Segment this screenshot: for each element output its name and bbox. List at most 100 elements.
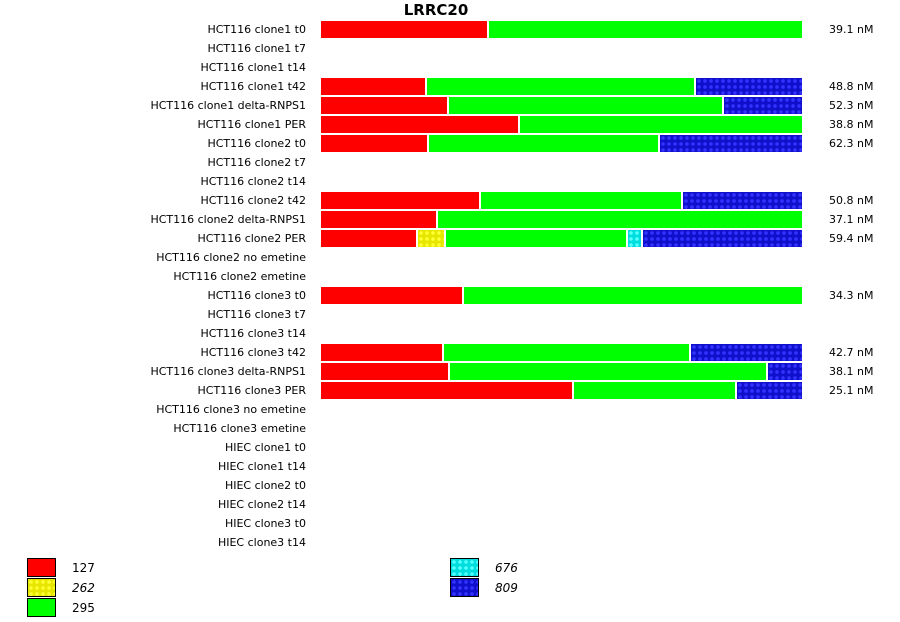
bar-segment-127 [321,21,487,38]
legend-swatch [450,578,479,597]
row-label: HCT116 clone2 t7 [207,156,306,169]
row-label: HIEC clone2 t14 [217,498,306,511]
concentration-label: 37.1 nM [829,213,874,226]
row-label: HCT116 clone1 delta-RNPS1 [150,99,306,112]
stacked-bar [321,343,802,362]
concentration-label: 48.8 nM [829,80,874,93]
row-label: HCT116 clone3 no emetine [156,403,306,416]
bar-segment-295 [444,344,689,361]
chart-row: HCT116 clone3 PER 25.1 nM [0,381,900,400]
chart-row: HCT116 clone2 t14 [0,172,900,191]
row-label: HCT116 clone2 t0 [207,137,306,150]
legend-swatch [27,578,56,597]
row-label: HCT116 clone3 PER [197,384,306,397]
row-label: HCT116 clone1 t0 [207,23,306,36]
bar-segment-809 [691,344,802,361]
bar-segment-127 [321,97,447,114]
bar-segment-295 [489,21,802,38]
chart-title: LRRC20 [403,1,469,19]
row-label: HIEC clone2 t0 [224,479,306,492]
legend-label: 262 [72,581,95,595]
concentration-label: 38.1 nM [829,365,874,378]
legend-label: 295 [72,601,95,615]
concentration-label: 50.8 nM [829,194,874,207]
bar-segment-127 [321,211,436,228]
legend-label: 676 [495,561,518,575]
row-label: HCT116 clone2 t14 [200,175,306,188]
chart-row: HCT116 clone1 t7 [0,39,900,58]
stacked-bar [321,191,802,210]
legend-swatch [27,598,56,617]
concentration-label: 42.7 nM [829,346,874,359]
concentration-label: 59.4 nM [829,232,874,245]
chart-row: HCT116 clone3 t0 34.3 nM [0,286,900,305]
bar-segment-127 [321,382,572,399]
row-label: HCT116 clone2 PER [197,232,306,245]
bar-segment-295 [429,135,658,152]
chart-row: HIEC clone1 t0 [0,438,900,457]
row-label: HCT116 clone3 delta-RNPS1 [150,365,306,378]
stacked-bar [321,229,802,248]
chart-row: HIEC clone2 t14 [0,495,900,514]
chart-row: HCT116 clone1 t0 39.1 nM [0,20,900,39]
chart-row: HCT116 clone1 t42 48.8 nM [0,77,900,96]
row-label: HCT116 clone3 t42 [200,346,306,359]
bar-segment-809 [660,135,802,152]
chart-row: HCT116 clone2 emetine [0,267,900,286]
legend-label: 809 [495,581,518,595]
stacked-bar [321,210,802,229]
row-label: HCT116 clone2 t42 [200,194,306,207]
bar-segment-676 [628,230,641,247]
bar-segment-295 [481,192,681,209]
chart-row: HCT116 clone2 no emetine [0,248,900,267]
chart-row: HCT116 clone2 t0 62.3 nM [0,134,900,153]
bar-segment-295 [449,97,722,114]
stacked-bar [321,77,802,96]
bar-segment-295 [438,211,802,228]
row-label: HCT116 clone1 t42 [200,80,306,93]
chart-row: HCT116 clone3 delta-RNPS1 38.1 nM [0,362,900,381]
bar-segment-809 [768,363,802,380]
bar-segment-295 [520,116,802,133]
concentration-label: 25.1 nM [829,384,874,397]
stacked-bar [321,96,802,115]
legend-swatch [27,558,56,577]
chart-row: HCT116 clone2 t42 50.8 nM [0,191,900,210]
stacked-bar [321,134,802,153]
row-label: HIEC clone1 t0 [224,441,306,454]
row-label: HCT116 clone3 t0 [207,289,306,302]
row-label: HCT116 clone3 emetine [173,422,306,435]
chart-row: HCT116 clone3 t7 [0,305,900,324]
row-label: HCT116 clone1 t7 [207,42,306,55]
chart-row: HCT116 clone3 t42 42.7 nM [0,343,900,362]
concentration-label: 52.3 nM [829,99,874,112]
row-label: HCT116 clone2 delta-RNPS1 [150,213,306,226]
chart-row: HCT116 clone1 t14 [0,58,900,77]
chart-row: HIEC clone3 t0 [0,514,900,533]
chart-row: HCT116 clone3 no emetine [0,400,900,419]
row-label: HCT116 clone2 no emetine [156,251,306,264]
bar-segment-127 [321,78,425,95]
bar-segment-127 [321,230,416,247]
row-label: HCT116 clone2 emetine [173,270,306,283]
chart-row: HCT116 clone3 emetine [0,419,900,438]
chart-row: HCT116 clone1 delta-RNPS1 52.3 nM [0,96,900,115]
bar-segment-809 [737,382,802,399]
bar-segment-127 [321,135,427,152]
bar-segment-295 [464,287,802,304]
bar-segment-809 [696,78,802,95]
bar-segment-127 [321,116,518,133]
stacked-bar [321,286,802,305]
row-label: HCT116 clone3 t7 [207,308,306,321]
concentration-label: 39.1 nM [829,23,874,36]
stacked-bar [321,362,802,381]
row-label: HCT116 clone1 t14 [200,61,306,74]
legend-label: 127 [72,561,95,575]
stacked-bar [321,20,802,39]
row-label: HCT116 clone3 t14 [200,327,306,340]
chart-row: HCT116 clone2 PER 59.4 nM [0,229,900,248]
bar-segment-127 [321,287,462,304]
bar-segment-262 [418,230,444,247]
chart-row: HIEC clone3 t14 [0,533,900,552]
bar-segment-127 [321,344,442,361]
